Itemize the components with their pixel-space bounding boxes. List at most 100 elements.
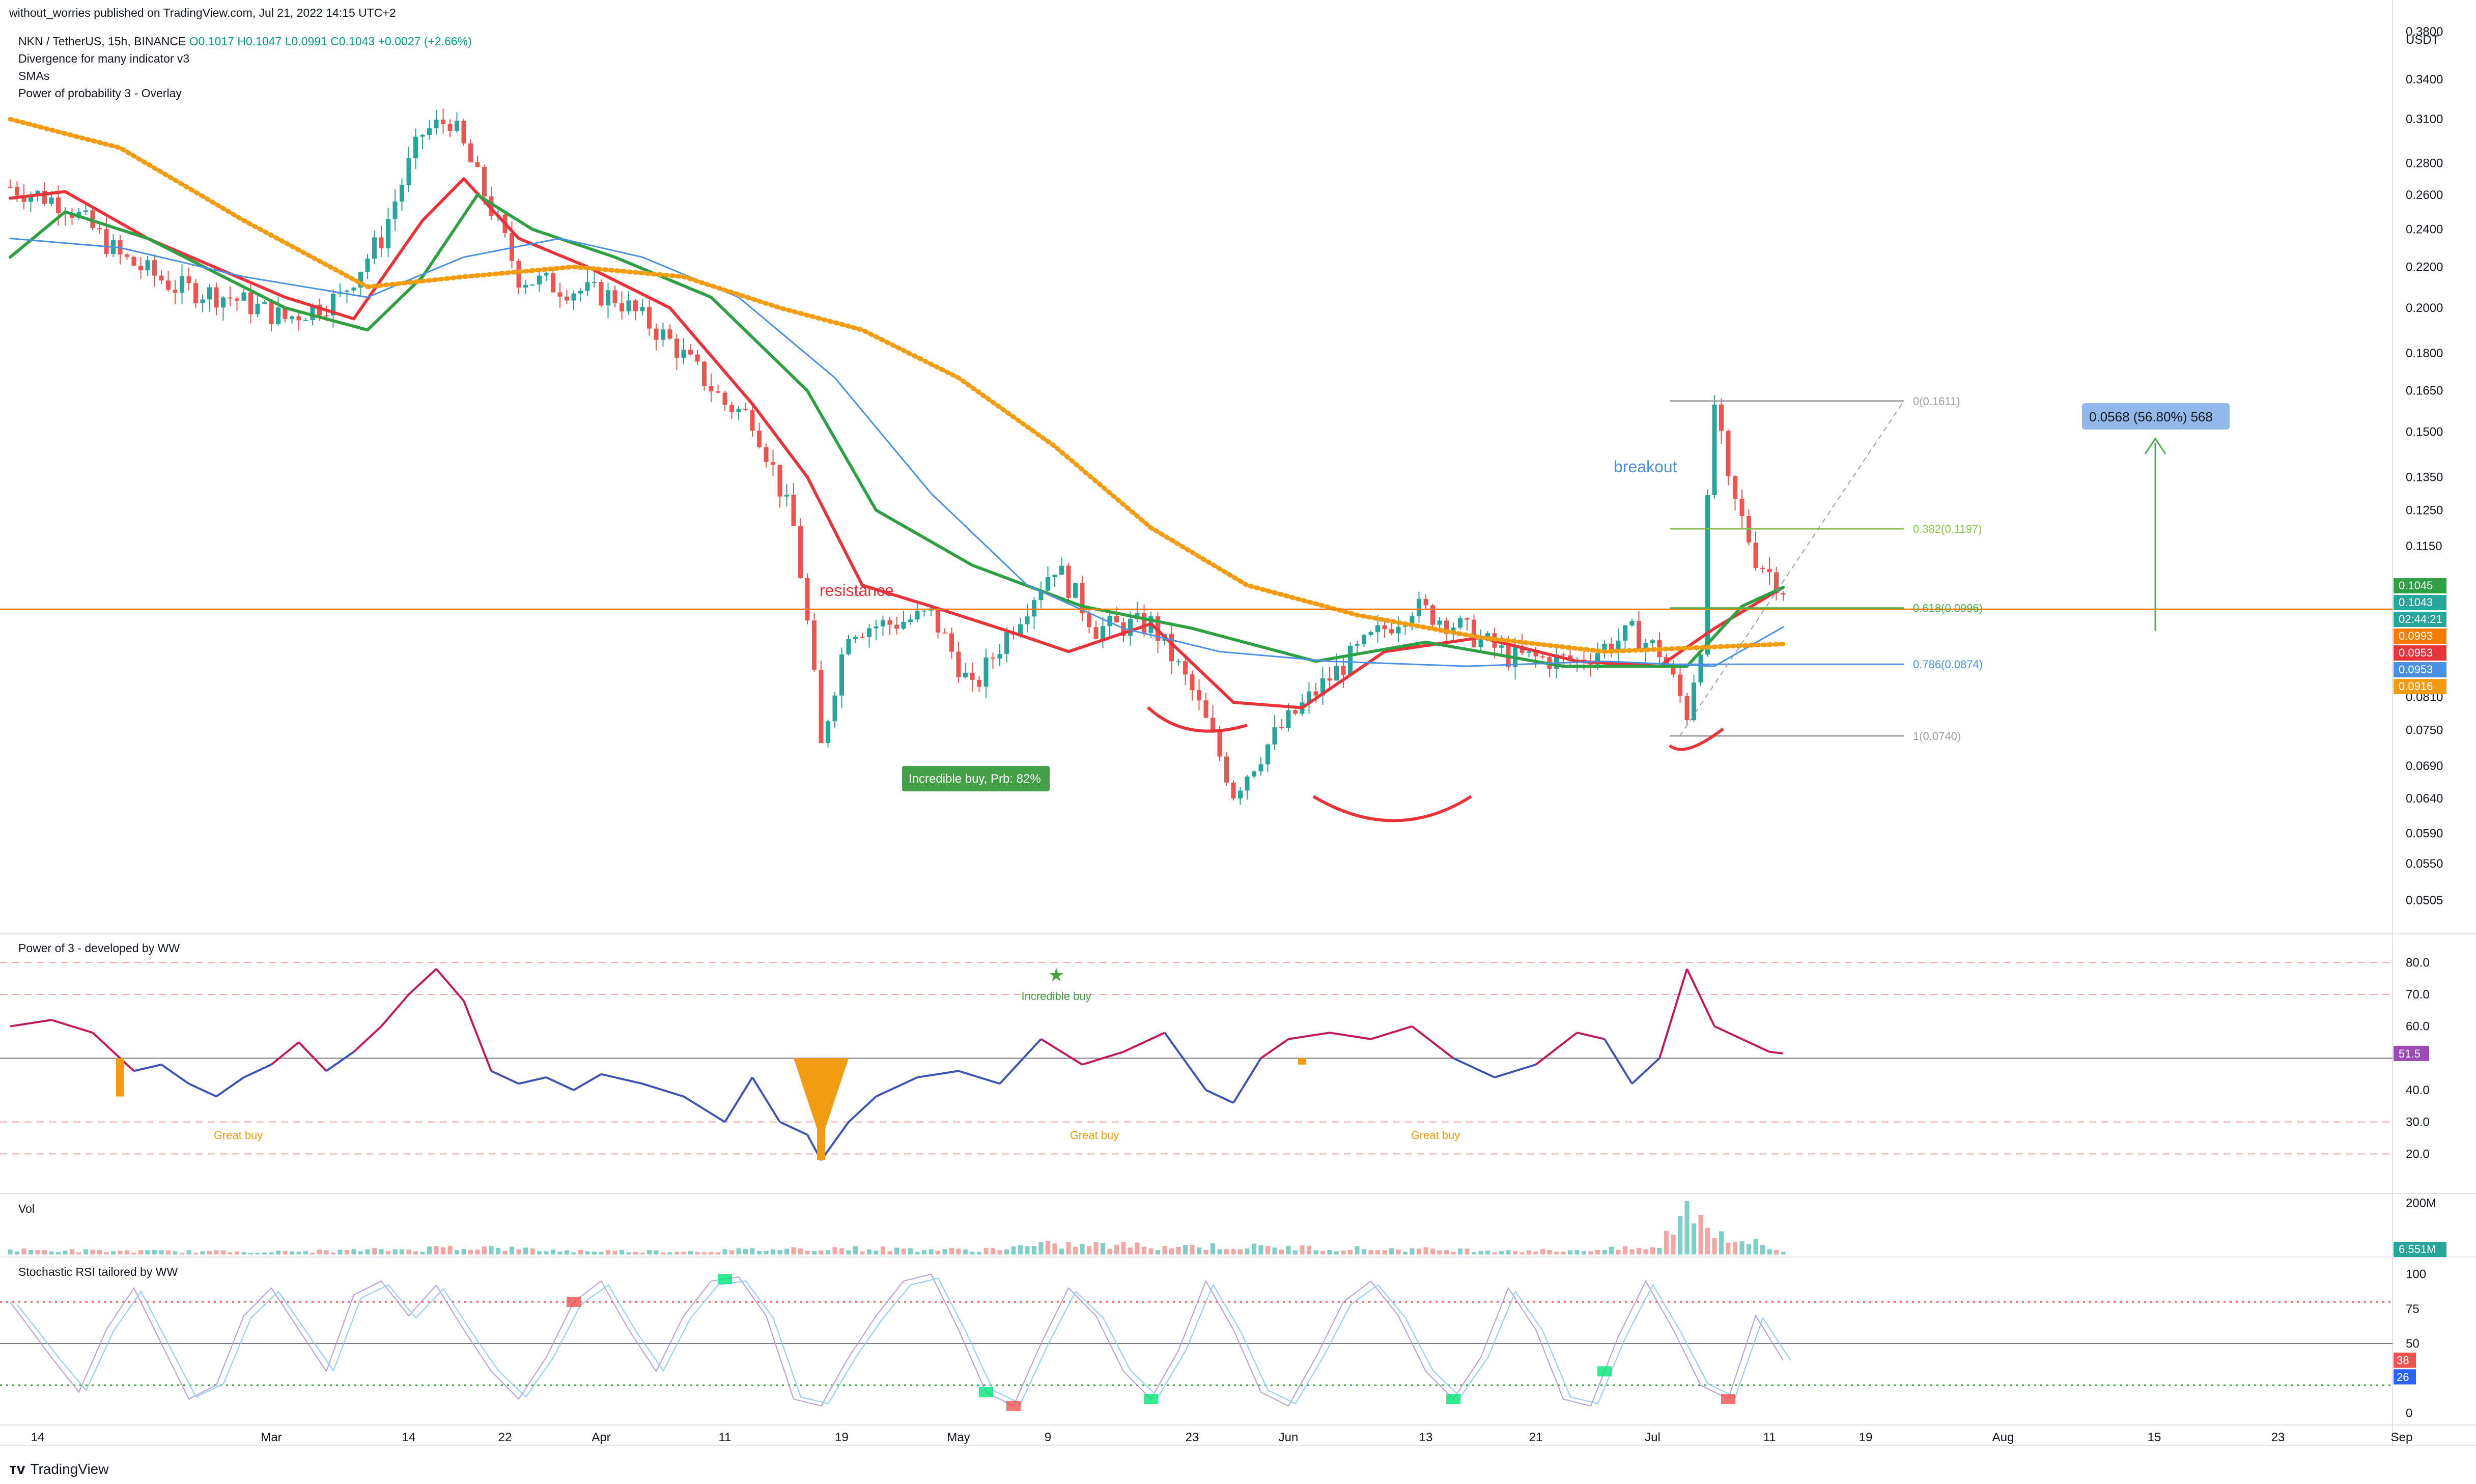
- candle-body: [1032, 600, 1036, 617]
- candle-body: [1128, 619, 1133, 636]
- power3-segment: [518, 1076, 547, 1085]
- volume-bar: [413, 1251, 418, 1254]
- volume-bar: [365, 1249, 370, 1254]
- power3-segment: [408, 968, 437, 995]
- candle-body: [1203, 700, 1208, 718]
- candle-body: [1485, 633, 1490, 638]
- candle-body: [736, 409, 741, 413]
- volume-bar: [1245, 1248, 1250, 1254]
- candle-body: [771, 462, 775, 465]
- volume-bar: [42, 1250, 47, 1254]
- candle-body: [956, 651, 961, 677]
- volume-bar: [667, 1252, 672, 1254]
- power3-segment: [1658, 968, 1688, 1059]
- power3-segment: [751, 1076, 781, 1123]
- time-tick-label: May: [947, 1431, 970, 1444]
- time-tick-label: 23: [1186, 1431, 1199, 1444]
- volume-title[interactable]: Vol: [18, 1202, 35, 1215]
- candle-body: [887, 620, 892, 625]
- stoch-rsi-title[interactable]: Stochastic RSI tailored by WW: [18, 1265, 178, 1278]
- volume-bar: [1197, 1247, 1201, 1254]
- candle-body: [1114, 615, 1119, 622]
- candle-body: [1059, 565, 1064, 575]
- volume-bar: [1437, 1250, 1442, 1254]
- volume-bar: [1739, 1241, 1745, 1254]
- candle-body: [1073, 583, 1078, 598]
- candle-body: [1107, 615, 1112, 626]
- volume-bar: [557, 1251, 562, 1254]
- volume-bar: [1341, 1250, 1346, 1254]
- volume-bar: [1128, 1247, 1133, 1254]
- candle-body: [1183, 661, 1188, 675]
- volume-bar: [345, 1249, 349, 1254]
- candle-body: [681, 350, 686, 358]
- power3-annotation: Great buy: [1070, 1129, 1119, 1141]
- candle-body: [49, 197, 54, 204]
- candle-body: [400, 185, 404, 202]
- volume-bar: [1767, 1249, 1772, 1254]
- volume-bar: [97, 1249, 102, 1254]
- volume-bar: [1093, 1242, 1099, 1254]
- volume-bar: [991, 1248, 995, 1254]
- power3-title[interactable]: Power of 3 - developed by WW: [18, 941, 180, 955]
- candle-body: [977, 679, 981, 687]
- candle-body: [983, 657, 989, 687]
- candle-body: [1231, 782, 1236, 798]
- volume-bar: [1217, 1249, 1222, 1254]
- candle-body: [235, 298, 239, 301]
- stoch-k-line: [10, 1273, 1784, 1407]
- candle-body: [1684, 696, 1690, 721]
- candle-body: [867, 628, 871, 637]
- volume-bar: [620, 1249, 624, 1254]
- volume-bar: [235, 1251, 239, 1254]
- volume-bar: [551, 1249, 555, 1254]
- volume-bar: [887, 1251, 892, 1254]
- footer-brand[interactable]: ᴛᴠ TradingView: [9, 1461, 108, 1478]
- volume-bar: [654, 1250, 659, 1254]
- volume-bar: [1258, 1245, 1263, 1254]
- volume-bar: [262, 1252, 267, 1254]
- price-tick-label: 0.1150: [2406, 539, 2442, 553]
- candle-body: [1533, 651, 1538, 657]
- stoch-value-label: 38: [2397, 1354, 2409, 1367]
- volume-bar: [1018, 1245, 1023, 1254]
- volume-bar: [846, 1250, 851, 1254]
- price-tick-label: 0.2200: [2406, 260, 2443, 274]
- indicator-label-1[interactable]: Divergence for many indicator v3: [18, 52, 190, 65]
- candle-body: [1046, 577, 1050, 591]
- candle-body: [1499, 645, 1504, 648]
- candle-body: [516, 261, 521, 288]
- candle-body: [1286, 710, 1291, 728]
- symbol-ohlc: NKN / TetherUS, 15h, BINANCE O0.1017 H0.…: [18, 35, 472, 48]
- volume-bar: [956, 1248, 961, 1254]
- candle-body: [1705, 495, 1710, 655]
- price-tick-label: 0.0690: [2406, 759, 2443, 773]
- volume-bar: [942, 1249, 947, 1254]
- fib-level-label: 0.382(0.1197): [1913, 523, 1982, 535]
- candle-body: [826, 721, 830, 744]
- candle-body: [722, 392, 727, 405]
- volume-bar: [1396, 1249, 1401, 1254]
- indicator-label-2[interactable]: SMAs: [18, 69, 50, 82]
- volume-bar: [1038, 1242, 1044, 1254]
- power3-segment: [917, 1070, 959, 1078]
- price-tick-label: 0.1350: [2406, 470, 2443, 484]
- volume-bar: [138, 1250, 143, 1254]
- candle-body: [392, 202, 398, 219]
- candle-body: [942, 632, 947, 634]
- volume-bar: [35, 1250, 40, 1254]
- candle-body: [970, 672, 975, 680]
- power3-great-buy-fill: [116, 1058, 124, 1097]
- volume-bar: [290, 1251, 294, 1254]
- volume-bar: [1410, 1248, 1415, 1254]
- indicator-label-3[interactable]: Power of probability 3 - Overlay: [18, 87, 182, 100]
- volume-bar: [997, 1250, 1002, 1254]
- power3-segment: [160, 1064, 190, 1085]
- stoch-cross-marker: [1006, 1401, 1021, 1411]
- candle-body: [138, 266, 143, 271]
- power3-segment: [243, 1064, 272, 1078]
- stoch-cross-marker: [567, 1297, 581, 1307]
- volume-bar: [832, 1247, 837, 1254]
- volume-bar: [248, 1253, 253, 1254]
